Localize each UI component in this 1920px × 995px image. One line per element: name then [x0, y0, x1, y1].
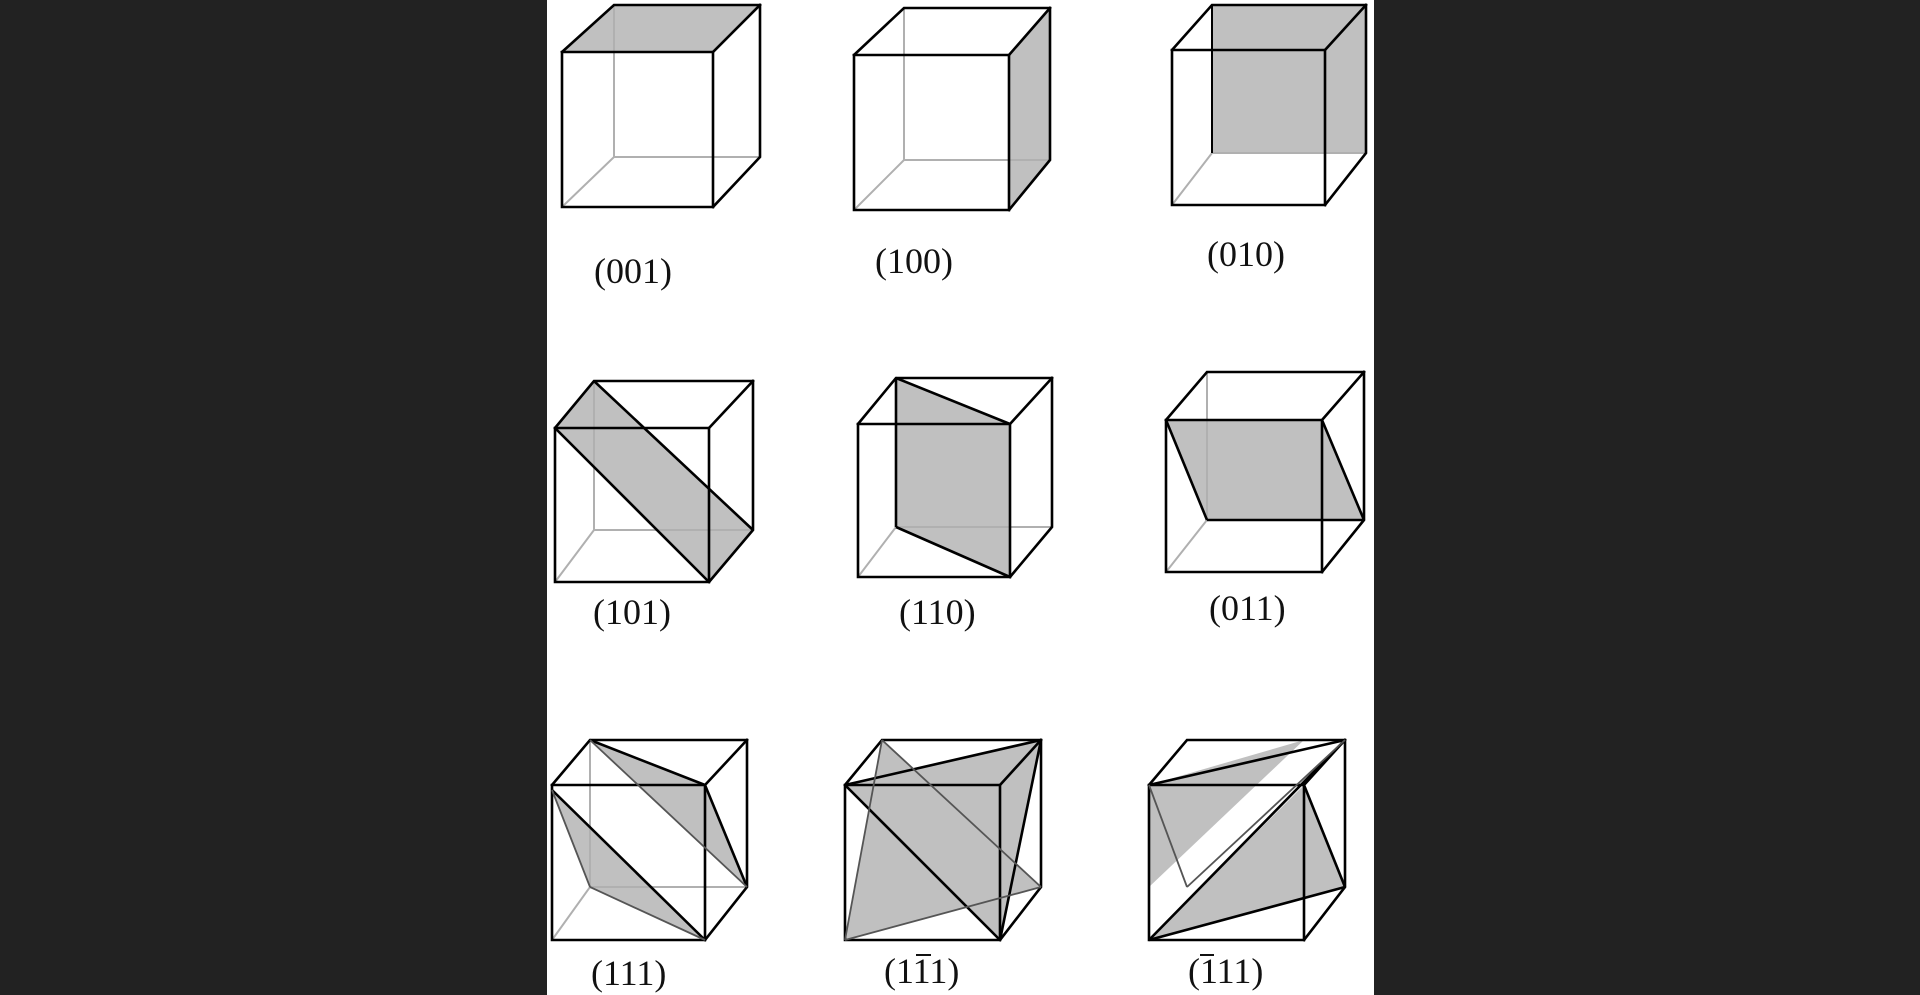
plane-011 [1166, 420, 1364, 520]
label-001: (001) [594, 251, 672, 291]
label-101: (101) [593, 592, 671, 632]
figure-panel: (001) (100) (010) (101) (110) (011) (111… [547, 0, 1374, 995]
cube-011 [1164, 370, 1366, 574]
plane-101 [555, 381, 753, 582]
label-011: (011) [1209, 588, 1286, 628]
cube-001 [560, 3, 762, 209]
miller-planes-figure: (001) (100) (010) (101) (110) (011) (111… [550, 3, 1368, 993]
label-010: (010) [1207, 234, 1285, 274]
plane-001 [562, 5, 760, 52]
plane-100 [1009, 8, 1050, 210]
label-1b11-close: 1) [929, 951, 959, 991]
plane-010 [1212, 5, 1366, 153]
cube-front-face [560, 50, 715, 209]
plane-110 [896, 378, 1010, 577]
label-110: (110) [899, 592, 976, 632]
cube-010 [1170, 3, 1368, 207]
cube-111 [550, 738, 749, 942]
label-b111-open: ( [1188, 951, 1200, 991]
label-b111: (111) [1188, 951, 1263, 991]
label-1b11-barred: 1 [913, 951, 930, 991]
cube-110 [856, 376, 1054, 579]
cube-1b11 [843, 738, 1043, 942]
hidden-edges [561, 156, 760, 208]
plane-b111-b [1149, 785, 1345, 940]
label-100: (100) [875, 241, 953, 281]
plane-1b11-b [845, 740, 1041, 940]
label-111: (111) [591, 953, 666, 993]
label-b111-barred: 1 [1200, 951, 1217, 991]
cube-b111 [1147, 738, 1347, 942]
label-1b11-open: (1 [884, 951, 913, 991]
label-b111-close: 11) [1217, 951, 1264, 991]
label-1b11: (111) [884, 951, 959, 991]
cube-100 [852, 6, 1052, 212]
cube-101 [553, 379, 755, 584]
